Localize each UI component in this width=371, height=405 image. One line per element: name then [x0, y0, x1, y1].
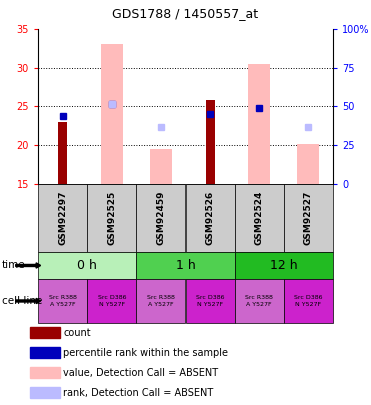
Text: Src D386
N Y527F: Src D386 N Y527F [196, 295, 224, 307]
Text: GSM92526: GSM92526 [206, 191, 214, 245]
Text: GDS1788 / 1450557_at: GDS1788 / 1450557_at [112, 7, 259, 20]
Bar [186, 184, 235, 252]
Bar [136, 252, 235, 279]
Bar [30, 328, 60, 339]
Text: Src D386
N Y527F: Src D386 N Y527F [98, 295, 126, 307]
Text: Src R388
A Y527F: Src R388 A Y527F [49, 295, 76, 307]
Bar [235, 279, 284, 323]
Bar [38, 184, 87, 252]
Text: Src R388
A Y527F: Src R388 A Y527F [147, 295, 175, 307]
Bar [284, 184, 333, 252]
Bar [186, 279, 235, 323]
Text: 1 h: 1 h [175, 259, 196, 272]
Bar [248, 64, 270, 184]
Bar [136, 184, 186, 252]
Bar [87, 279, 136, 323]
Text: value, Detection Call = ABSENT: value, Detection Call = ABSENT [63, 368, 218, 378]
Text: GSM92527: GSM92527 [304, 191, 313, 245]
Bar [101, 45, 123, 184]
Text: count: count [63, 328, 91, 338]
Bar [30, 347, 60, 358]
Text: GSM92297: GSM92297 [58, 191, 67, 245]
Bar [235, 184, 284, 252]
Text: cell line: cell line [2, 296, 42, 306]
Bar [87, 184, 136, 252]
Bar [206, 100, 214, 184]
Text: Src R388
A Y527F: Src R388 A Y527F [245, 295, 273, 307]
Text: time: time [2, 260, 26, 271]
Text: 12 h: 12 h [270, 259, 298, 272]
Text: GSM92524: GSM92524 [255, 191, 264, 245]
Bar [136, 279, 186, 323]
Bar [297, 145, 319, 184]
Text: GSM92459: GSM92459 [157, 191, 165, 245]
Text: Src D386
N Y527F: Src D386 N Y527F [294, 295, 323, 307]
Bar [30, 388, 60, 399]
Bar [284, 279, 333, 323]
Text: rank, Detection Call = ABSENT: rank, Detection Call = ABSENT [63, 388, 213, 398]
Text: 0 h: 0 h [77, 259, 97, 272]
Bar [30, 367, 60, 379]
Bar [235, 252, 333, 279]
Text: percentile rank within the sample: percentile rank within the sample [63, 348, 228, 358]
Bar [38, 252, 136, 279]
Bar [38, 279, 87, 323]
Bar [58, 122, 67, 184]
Bar [150, 149, 172, 184]
Text: GSM92525: GSM92525 [107, 191, 116, 245]
